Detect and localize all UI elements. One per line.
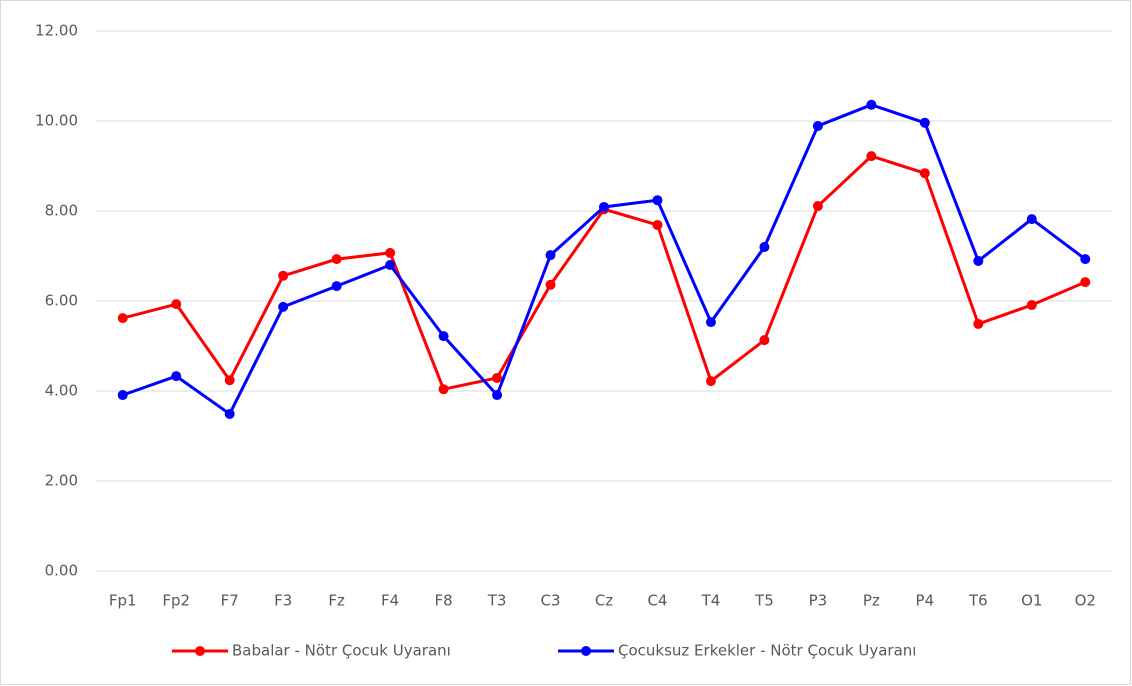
legend-marker [581,646,591,656]
point [1026,214,1037,225]
x-tick-label: Fz [328,592,345,610]
x-tick-label: P4 [916,592,935,610]
x-tick-label: P3 [809,592,828,610]
x-tick-label: T5 [754,592,774,610]
point [919,168,930,179]
x-tick-label: Cz [595,592,613,610]
legend-marker [195,646,205,656]
point [278,270,289,281]
y-tick-label: 8.00 [45,202,78,220]
point [278,301,289,312]
point [438,331,449,342]
point [973,318,984,329]
y-tick-label: 12.00 [35,22,78,40]
point [331,254,342,265]
point [705,376,716,387]
point [1080,277,1091,288]
y-tick-label: 10.00 [35,112,78,130]
point [599,201,609,212]
point [866,99,877,110]
x-tick-label: Fp2 [162,592,190,610]
point [812,201,823,212]
point [652,195,663,206]
x-tick-label: C4 [647,592,667,610]
point [919,117,930,128]
y-tick-label: 2.00 [45,472,78,490]
x-tick-label: Fp1 [109,592,137,610]
x-tick-label: Pz [863,592,880,610]
x-tick-label: C3 [541,592,561,610]
legend-label: Babalar - Nötr Çocuk Uyaranı [232,642,451,660]
y-tick-label: 0.00 [45,562,78,580]
point [705,317,716,328]
point [171,299,182,310]
point [117,313,128,324]
point [492,390,503,401]
x-tick-label: F3 [274,592,292,610]
point [545,279,556,290]
x-tick-label: O2 [1075,592,1096,610]
x-tick-label: F8 [434,592,452,610]
point [973,255,984,266]
point [224,408,235,419]
x-tick-label: T4 [701,592,721,610]
point [171,371,182,382]
x-tick-label: F4 [381,592,399,610]
point [812,120,823,131]
point [759,242,770,252]
point [866,151,877,162]
x-tick-label: T3 [487,592,507,610]
point [385,260,396,270]
point [545,250,556,261]
point [438,384,449,395]
x-tick-label: O1 [1021,592,1042,610]
point [492,372,503,383]
point [759,335,770,346]
x-tick-label: F7 [221,592,239,610]
point [331,281,342,292]
point [1026,300,1037,311]
point [117,390,128,401]
point [652,219,663,230]
point [224,375,235,386]
legend-label: Çocuksuz Erkekler - Nötr Çocuk Uyaranı [618,642,916,660]
y-tick-label: 6.00 [45,292,78,310]
y-tick-label: 4.00 [45,382,78,400]
point [385,247,396,258]
x-tick-label: T6 [968,592,988,610]
point [1080,254,1091,265]
